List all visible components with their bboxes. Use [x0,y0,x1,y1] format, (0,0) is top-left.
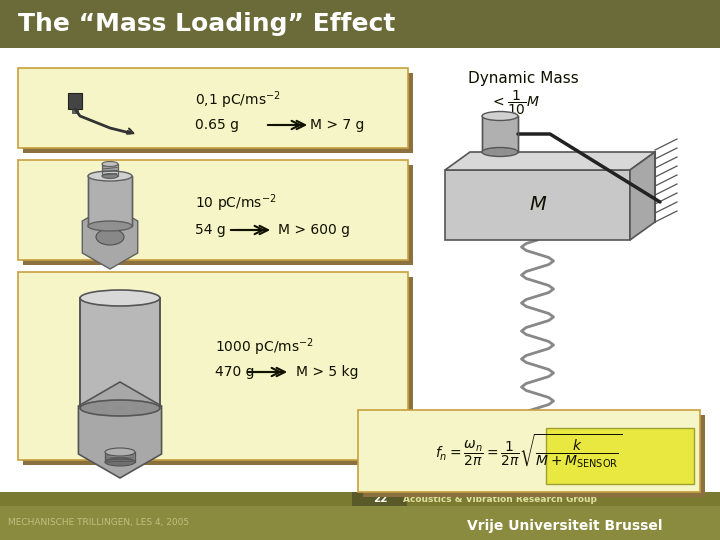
Text: Vrije Universiteit Brussel: Vrije Universiteit Brussel [467,519,662,533]
Text: 470 g: 470 g [215,365,254,379]
Text: 1000 pC/ms$^{-2}$: 1000 pC/ms$^{-2}$ [215,336,314,358]
FancyBboxPatch shape [23,165,413,265]
Ellipse shape [80,400,160,416]
FancyBboxPatch shape [546,428,694,484]
Text: MECHANISCHE TRILLINGEN, LES 4, 2005: MECHANISCHE TRILLINGEN, LES 4, 2005 [8,518,189,528]
FancyBboxPatch shape [102,164,118,176]
Polygon shape [630,152,655,240]
Polygon shape [82,205,138,269]
FancyBboxPatch shape [80,298,160,408]
FancyBboxPatch shape [88,176,132,226]
FancyBboxPatch shape [0,0,720,48]
FancyBboxPatch shape [0,492,720,506]
Text: M > 5 kg: M > 5 kg [296,365,359,379]
Text: 0.65 g: 0.65 g [195,118,239,132]
Text: $< \dfrac{1}{10}M$: $< \dfrac{1}{10}M$ [490,89,540,117]
FancyBboxPatch shape [352,492,407,506]
Ellipse shape [88,171,132,181]
Text: 22: 22 [373,494,387,504]
Bar [68,93,82,109]
FancyBboxPatch shape [0,48,720,492]
FancyBboxPatch shape [18,68,408,148]
FancyBboxPatch shape [482,116,518,152]
Text: 0,1 pC/ms$^{-2}$: 0,1 pC/ms$^{-2}$ [195,89,281,111]
Ellipse shape [105,448,135,456]
FancyBboxPatch shape [23,277,413,465]
Text: Acoustics & Vibration Research Group: Acoustics & Vibration Research Group [403,495,597,503]
FancyBboxPatch shape [18,160,408,260]
Text: 10 pC/ms$^{-2}$: 10 pC/ms$^{-2}$ [195,192,276,214]
Ellipse shape [105,458,135,466]
Polygon shape [78,382,161,478]
FancyBboxPatch shape [445,170,630,240]
FancyBboxPatch shape [363,415,705,497]
Text: M > 7 g: M > 7 g [310,118,364,132]
Text: The “Mass Loading” Effect: The “Mass Loading” Effect [18,12,395,36]
Ellipse shape [102,173,118,179]
FancyBboxPatch shape [0,506,720,540]
Ellipse shape [482,147,518,157]
FancyBboxPatch shape [105,452,135,462]
Text: M: M [529,195,546,214]
Text: M > 600 g: M > 600 g [278,223,350,237]
Text: 54 g: 54 g [195,223,226,237]
FancyBboxPatch shape [23,73,413,153]
Ellipse shape [80,290,160,306]
Ellipse shape [96,229,124,245]
FancyBboxPatch shape [358,410,700,492]
Ellipse shape [88,221,132,231]
Bar [72,109,78,113]
Ellipse shape [482,111,518,120]
Text: Dynamic Mass: Dynamic Mass [468,71,579,85]
Text: $f_n = \dfrac{\omega_n}{2\pi} = \dfrac{1}{2\pi}\sqrt{\dfrac{k}{M+M_{\mathrm{SENS: $f_n = \dfrac{\omega_n}{2\pi} = \dfrac{1… [436,433,623,470]
Polygon shape [445,152,655,170]
Ellipse shape [102,161,118,166]
FancyBboxPatch shape [18,272,408,460]
